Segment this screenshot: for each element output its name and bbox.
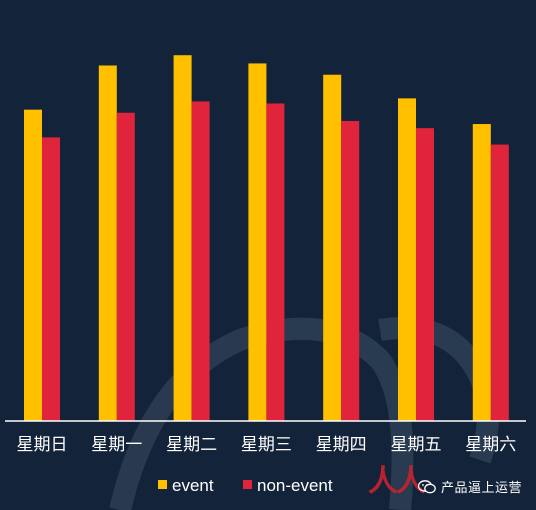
legend-label-event: event (172, 476, 214, 495)
x-tick-label: 星期三 (241, 435, 292, 455)
bar-non-event-3 (266, 103, 285, 421)
x-tick-label: 星期六 (465, 435, 516, 455)
x-tick-label: 星期五 (391, 435, 442, 455)
x-tick-label: 星期二 (166, 435, 217, 455)
legend-swatch-non-event (243, 480, 252, 489)
bar-event-6 (472, 124, 491, 422)
x-tick-label: 星期日 (17, 435, 68, 455)
bar-event-1 (98, 65, 117, 422)
bar-non-event-0 (42, 137, 60, 421)
bar-non-event-1 (116, 112, 135, 421)
wechat-icon (417, 479, 436, 494)
bar-non-event-4 (341, 120, 360, 421)
bar-event-4 (323, 74, 342, 422)
x-tick-label: 星期一 (91, 435, 142, 455)
bar-event-2 (173, 55, 192, 422)
x-tick-label: 星期四 (316, 435, 367, 455)
legend-label-non-event: non-event (257, 476, 333, 495)
watermark-text: 产品逼上运营 (440, 481, 522, 496)
watermark-logo: 人人 (368, 464, 426, 499)
bar-event-0 (24, 109, 42, 421)
bar-non-event-5 (416, 128, 434, 421)
bar-non-event-2 (191, 101, 210, 421)
bar-event-3 (248, 63, 267, 422)
legend-swatch-event (158, 480, 167, 489)
bar-event-5 (398, 98, 416, 422)
bar-non-event-6 (490, 144, 509, 422)
x-tick-labels: 星期日 星期一 星期二 星期三 星期四 星期五 星期六 (17, 435, 517, 455)
bars-group (24, 55, 509, 422)
watermark: 产品逼上运营 (417, 477, 522, 496)
legend: event non-event (158, 476, 333, 495)
